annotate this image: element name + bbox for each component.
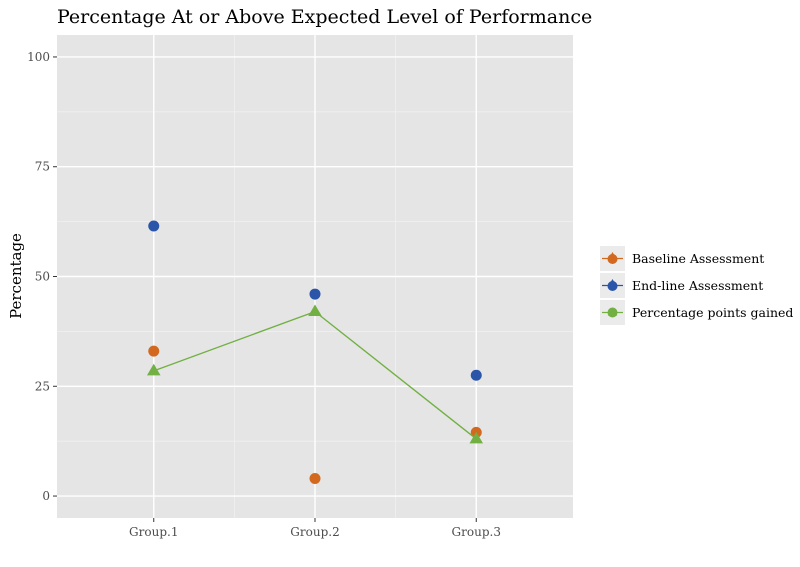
legend-key-marker <box>607 254 618 264</box>
y-tick-label: 25 <box>35 379 50 393</box>
data-point <box>309 288 321 300</box>
legend-label: Percentage points gained <box>632 305 793 320</box>
legend: Baseline Assessment End-line Assessment Pe… <box>600 246 793 325</box>
y-tick-label: 0 <box>42 489 50 503</box>
data-point <box>470 369 482 381</box>
data-point <box>309 472 321 484</box>
y-axis: 0 25 50 75 100 <box>27 50 57 503</box>
data-point <box>308 304 322 317</box>
legend-key-marker <box>607 307 618 316</box>
series-layer <box>146 220 484 484</box>
data-point <box>469 431 484 444</box>
data-point <box>148 345 160 357</box>
y-tick-label: 75 <box>35 160 50 174</box>
grid-major <box>57 35 573 518</box>
legend-key-marker <box>607 281 618 291</box>
x-axis: Group.1 Group.2 Group.3 <box>129 518 501 539</box>
chart-title: Percentage At or Above Expected Level of… <box>57 6 592 28</box>
x-tick-label: Group.1 <box>129 525 178 539</box>
x-tick-label: Group.2 <box>290 525 339 539</box>
data-point <box>146 363 161 376</box>
y-tick-label: 100 <box>27 50 50 64</box>
data-point <box>148 220 160 232</box>
legend-label: Baseline Assessment <box>632 251 764 266</box>
y-tick-label: 50 <box>35 270 50 284</box>
x-tick-label: Group.3 <box>452 525 501 539</box>
y-axis-title: Percentage <box>7 233 25 319</box>
legend-label: End-line Assessment <box>632 278 763 293</box>
